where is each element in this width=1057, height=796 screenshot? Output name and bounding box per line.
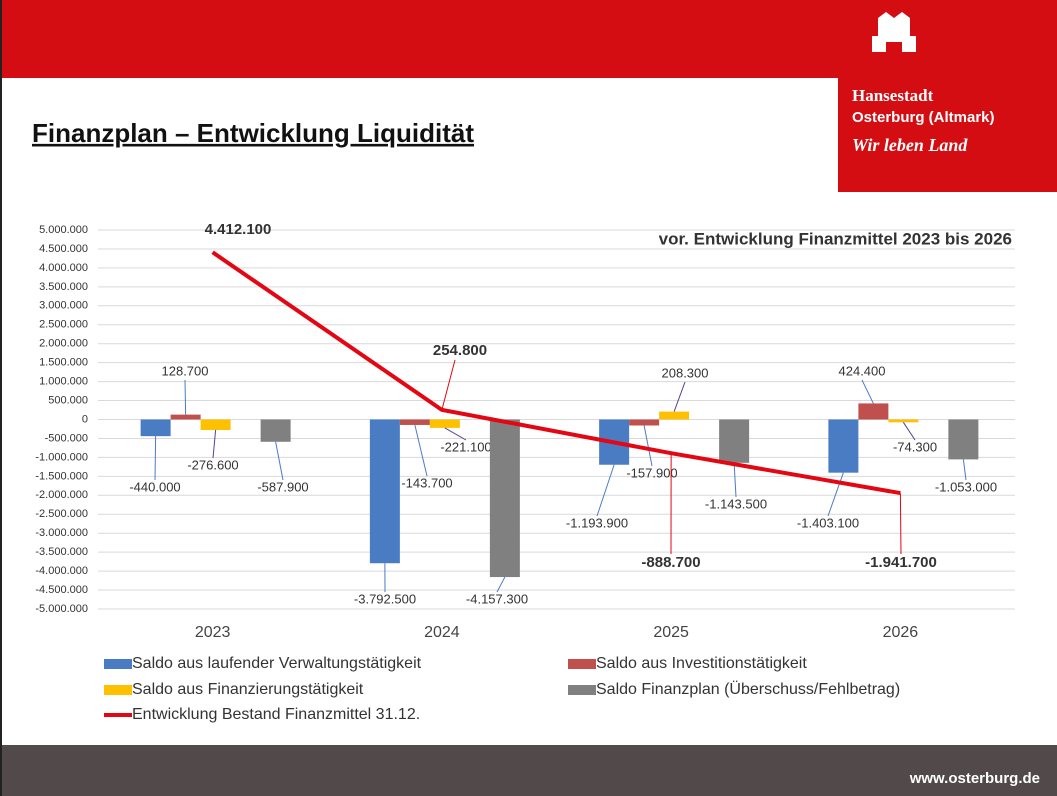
legend-label: Saldo aus laufender Verwaltungstätigkeit (132, 655, 422, 672)
leader-line (899, 493, 902, 555)
bar (140, 419, 171, 437)
data-label: -143.700 (401, 475, 452, 490)
leader-line (441, 359, 456, 410)
x-tick-label: 2023 (195, 624, 231, 641)
x-tick-label: 2024 (424, 624, 460, 641)
leader-line (275, 441, 284, 481)
legend-label: Saldo aus Finanzierungstätigkeit (132, 681, 364, 698)
line-label: 4.412.100 (205, 221, 272, 238)
leader-line (962, 459, 967, 481)
y-tick-label: -1.500.000 (35, 470, 88, 482)
legend-label: Entwicklung Bestand Finanzmittel 31.12. (132, 706, 420, 723)
y-tick-label: 4.500.000 (39, 243, 88, 255)
y-tick-label: 500.000 (48, 394, 88, 406)
logo-crest (872, 12, 916, 52)
leader-line (154, 436, 157, 481)
bar (948, 419, 979, 460)
leader-line (444, 427, 467, 441)
bar (399, 419, 430, 425)
footer-band (0, 745, 1057, 796)
chart-title: vor. Entwicklung Finanzmittel 2023 bis 2… (659, 229, 1012, 248)
y-tick-label: 0 (82, 413, 88, 425)
leader-line (212, 429, 217, 459)
legend-label: Saldo aus Investitionstätigkeit (596, 655, 807, 672)
legend-swatch (568, 685, 596, 695)
y-tick-label: -2.000.000 (35, 489, 88, 501)
leader-line (496, 576, 506, 593)
footer-url: www.osterburg.de (909, 770, 1040, 787)
y-tick-label: 3.000.000 (39, 300, 88, 312)
slide-title: Finanzplan – Entwicklung Liquidität (32, 118, 474, 148)
leader-line (643, 425, 653, 467)
leader-line (673, 381, 686, 412)
bar (429, 419, 460, 428)
data-label: -440.000 (129, 479, 180, 494)
legend-swatch (568, 659, 596, 669)
legend-swatch (104, 685, 132, 695)
bar (719, 419, 750, 463)
y-tick-label: -3.500.000 (35, 546, 88, 558)
line-series (211, 250, 901, 496)
data-label: 128.700 (162, 363, 209, 378)
y-tick-label: -4.000.000 (35, 565, 88, 577)
bar (170, 414, 201, 420)
leader-line (733, 462, 737, 498)
leader-line (861, 379, 874, 404)
y-tick-label: 3.500.000 (39, 281, 88, 293)
y-tick-label: -4.500.000 (35, 584, 88, 596)
y-tick-label: -1.000.000 (35, 451, 88, 463)
data-label: -1.193.900 (566, 515, 628, 530)
y-tick-label: 5.000.000 (39, 224, 88, 236)
line-label: 254.800 (433, 342, 487, 359)
data-label: -157.900 (626, 465, 677, 480)
bar (858, 403, 889, 420)
bar (888, 419, 919, 423)
y-tick-label: -3.000.000 (35, 527, 88, 539)
data-label: 424.400 (839, 363, 886, 378)
y-tick-label: 1.000.000 (39, 376, 88, 388)
legend-label: Saldo Finanzplan (Überschuss/Fehlbetrag) (596, 680, 900, 698)
data-label: 208.300 (662, 365, 709, 380)
data-label: -4.157.300 (466, 591, 528, 606)
legend-swatch (104, 659, 132, 669)
y-tick-label: -5.000.000 (35, 603, 88, 615)
y-tick-label: -500.000 (45, 432, 88, 444)
leader-line (827, 472, 844, 517)
bar (659, 411, 690, 420)
leader-line (414, 424, 428, 477)
data-label: -1.053.000 (935, 479, 997, 494)
leader-line (596, 464, 615, 517)
leader-line (902, 422, 916, 441)
data-label: -221.100 (440, 439, 491, 454)
left-border (0, 0, 2, 796)
line-label: -888.700 (641, 554, 700, 571)
bar (489, 419, 520, 578)
logo-slogan: Wir leben Land (852, 135, 968, 155)
bar (200, 419, 231, 430)
data-label: -587.900 (257, 479, 308, 494)
data-label: -3.792.500 (354, 591, 416, 606)
y-tick-label: 4.000.000 (39, 262, 88, 274)
x-tick-label: 2025 (653, 624, 689, 641)
data-label: -74.300 (893, 439, 937, 454)
logo-box (838, 0, 1057, 192)
data-label: -1.143.500 (705, 496, 767, 511)
y-tick-label: 1.500.000 (39, 357, 88, 369)
data-label: -1.403.100 (797, 515, 859, 530)
logo-line: Osterburg (Altmark) (852, 109, 995, 126)
bar (828, 419, 859, 473)
data-label: -276.600 (187, 457, 238, 472)
y-tick-label: 2.500.000 (39, 319, 88, 331)
x-tick-label: 2026 (883, 624, 919, 641)
y-tick-label: 2.000.000 (39, 338, 88, 350)
bar (629, 419, 660, 426)
bar (260, 419, 291, 442)
bar (369, 419, 400, 564)
leader-line (184, 379, 187, 415)
line-label: -1.941.700 (865, 554, 937, 571)
y-tick-label: -2.500.000 (35, 508, 88, 520)
logo-line: Hansestadt (852, 86, 934, 105)
